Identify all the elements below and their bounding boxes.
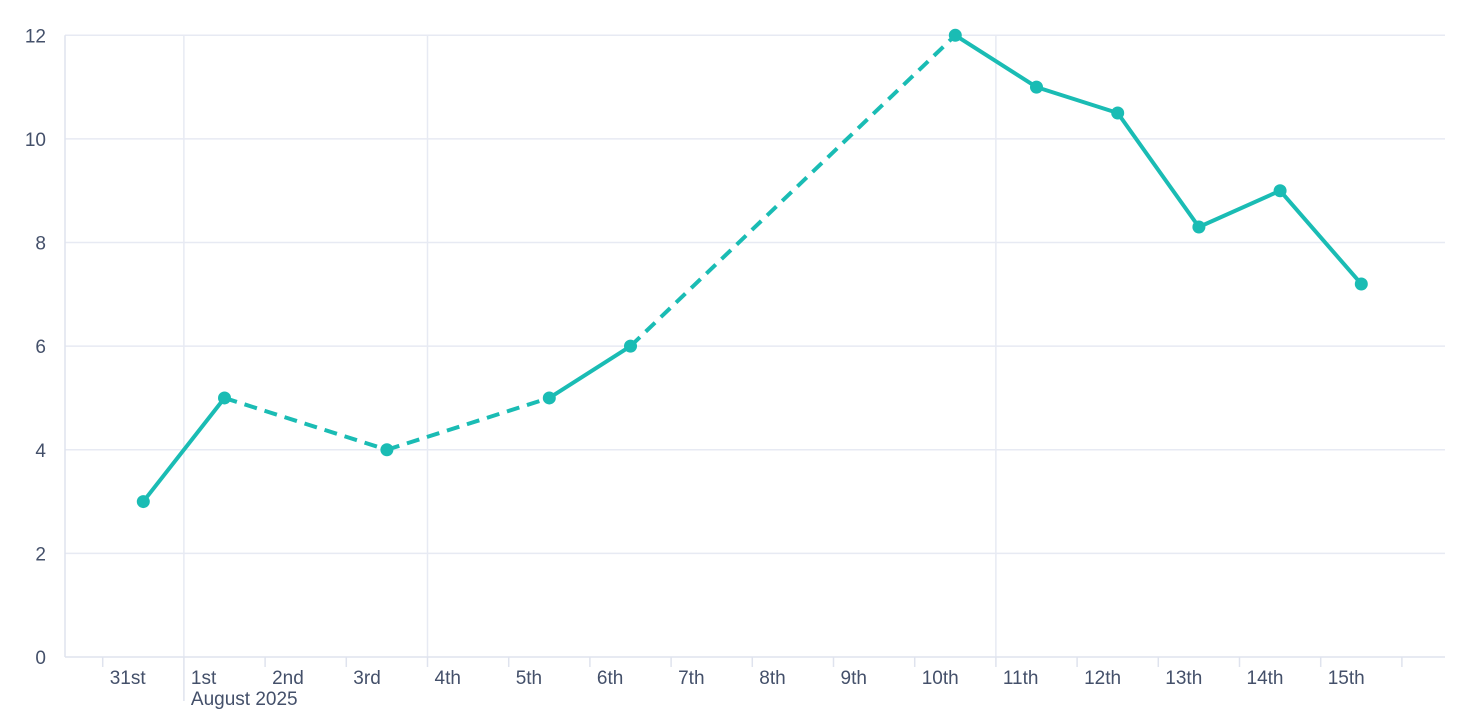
data-point-11th[interactable] [1030,80,1043,94]
data-point-10th[interactable] [948,28,962,42]
x-tick-label: 13th [1165,668,1202,689]
data-point-15th[interactable] [1354,277,1368,291]
series-segment-solid [1278,188,1364,286]
x-tick-label: 14th [1247,668,1284,689]
x-tick-label: 9th [841,668,867,689]
x-tick-label: 1st [191,668,217,689]
x-tick-label: 11th [1003,668,1039,689]
series-segment-dashed [629,33,957,348]
y-tick-label: 12 [25,26,46,47]
data-point-13th[interactable] [1192,220,1206,234]
x-tick-label: 7th [678,668,704,689]
x-tick-label: 3rd [353,668,380,689]
series-segment-dashed [223,396,388,452]
series-segment-dashed [386,396,550,452]
data-point-6th[interactable] [624,339,637,353]
data-point-12th[interactable] [1111,106,1125,120]
x-axis-month-label: August 2025 [191,689,298,710]
series-segment-solid [547,344,633,400]
data-point-3rd[interactable] [380,443,394,457]
x-tick-label: 31st [110,668,147,689]
series-segment-solid [953,33,1039,90]
y-tick-label: 2 [35,544,46,565]
x-tick-label: 4th [435,668,461,689]
x-tick-label: 6th [597,668,623,689]
y-tick-label: 8 [35,234,46,255]
series-segment-solid [1115,111,1201,229]
series-segment-solid [141,395,227,504]
data-point-1st[interactable] [218,391,231,405]
y-tick-label: 6 [35,337,46,358]
x-tick-label: 12th [1084,668,1121,689]
x-tick-label: 10th [922,668,959,689]
data-point-14th[interactable] [1273,184,1287,198]
x-tick-label: 5th [516,668,542,689]
y-tick-label: 0 [35,648,46,669]
y-tick-label: 4 [35,441,46,462]
y-tick-label: 10 [25,130,46,151]
x-tick-label: 2nd [272,668,304,689]
x-tick-label: 15th [1328,668,1365,689]
series-segment-solid [1034,85,1120,116]
series-segment-solid [1196,188,1283,229]
data-point-31st[interactable] [136,495,150,509]
x-tick-label: 8th [759,668,785,689]
data-point-5th[interactable] [542,391,556,405]
